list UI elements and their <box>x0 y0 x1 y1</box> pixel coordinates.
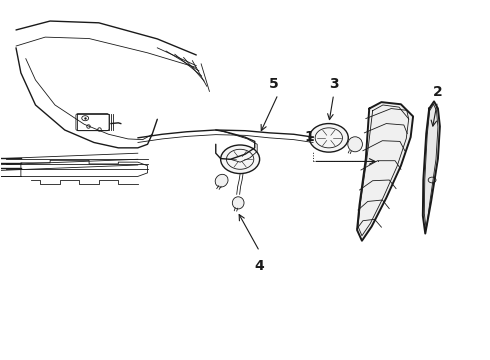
Text: 1: 1 <box>305 130 315 144</box>
Text: 4: 4 <box>255 259 265 273</box>
Polygon shape <box>423 102 440 234</box>
Ellipse shape <box>348 137 363 152</box>
Circle shape <box>220 145 260 174</box>
Circle shape <box>309 123 348 152</box>
Text: 2: 2 <box>433 85 442 99</box>
Text: 5: 5 <box>270 77 279 91</box>
Polygon shape <box>357 102 413 241</box>
Ellipse shape <box>232 197 244 209</box>
Ellipse shape <box>215 174 228 187</box>
Text: 3: 3 <box>329 77 339 91</box>
